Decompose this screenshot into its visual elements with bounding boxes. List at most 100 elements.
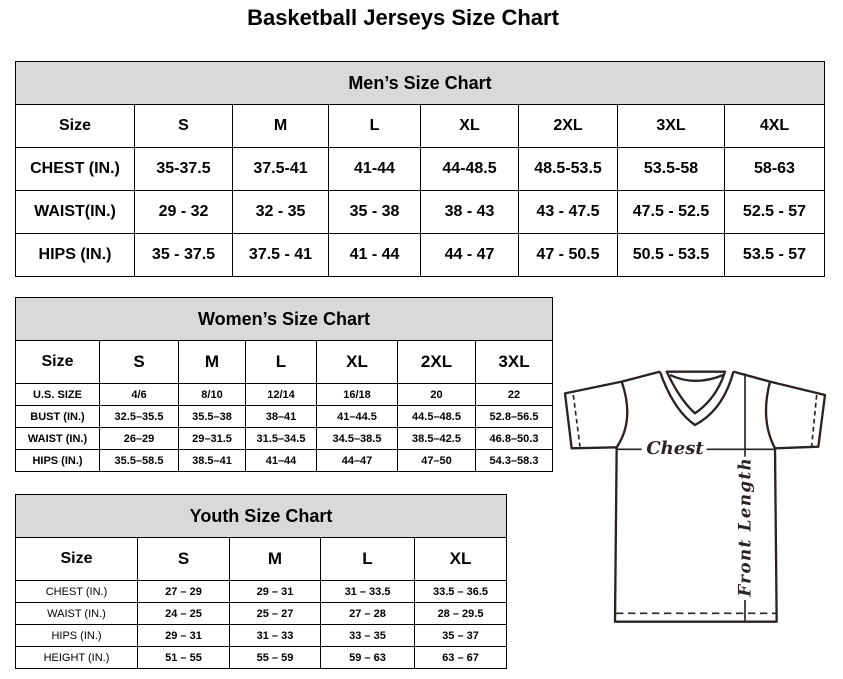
table-cell: 33 – 35 <box>320 624 415 647</box>
table-cell: 46.8–50.3 <box>474 427 554 450</box>
table-cell: 29 – 31 <box>229 580 321 603</box>
table-cell: 55 – 59 <box>229 646 321 669</box>
table-cell: 47–50 <box>397 449 476 472</box>
header-cell: Size <box>15 537 138 581</box>
table-cell: 37.5 - 41 <box>232 233 329 277</box>
table-cell: 38–41 <box>245 405 317 428</box>
table-cell: 12/14 <box>245 383 317 406</box>
table-cell: 52.8–56.5 <box>474 405 554 428</box>
header-cell: XL <box>316 340 398 384</box>
header-cell: M <box>229 537 321 581</box>
table-cell: 32.5–35.5 <box>99 405 179 428</box>
table-cell: 41–44 <box>245 449 317 472</box>
table-cell: 41 - 44 <box>328 233 421 277</box>
table-cell: 44-48.5 <box>420 147 519 191</box>
table-cell: 44–47 <box>316 449 398 472</box>
table-row: BUST (IN.) 32.5–35.5 35.5–38 38–41 41–44.5 44… <box>15 405 554 428</box>
table-cell: 35.5–58.5 <box>99 449 179 472</box>
youth-size-table: Youth Size Chart Size S M L XL CHEST (IN.) 27 –… <box>14 494 508 669</box>
mens-size-table: Men’s Size Chart Size S M L XL 2XL 3XL 4XL CHEST … <box>15 61 825 277</box>
header-cell: L <box>328 104 421 148</box>
row-label: CHEST (IN.) <box>15 147 135 191</box>
table-cell: 48.5-53.5 <box>518 147 618 191</box>
row-label: WAIST(IN.) <box>15 190 135 234</box>
table-cell: 44.5–48.5 <box>397 405 476 428</box>
table-row: HIPS (IN.) 29 – 31 31 – 33 33 – 35 35 – 37 <box>15 624 508 647</box>
table-cell: 27 – 29 <box>137 580 230 603</box>
header-cell: Size <box>15 340 100 384</box>
table-cell: 41–44.5 <box>316 405 398 428</box>
table-cell: 59 – 63 <box>320 646 415 669</box>
header-cell: 3XL <box>474 340 554 384</box>
chest-label: Chest <box>646 438 704 459</box>
table-cell: 51 – 55 <box>137 646 230 669</box>
table-cell: 35 – 37 <box>413 624 508 647</box>
table-row: HIPS (IN.) 35 - 37.5 37.5 - 41 41 - 44 44 - … <box>15 233 825 277</box>
table-cell: 52.5 - 57 <box>724 190 825 234</box>
header-cell: S <box>134 104 233 148</box>
table-cell: 53.5-58 <box>617 147 725 191</box>
row-label: BUST (IN.) <box>15 405 100 428</box>
table-cell: 38.5–42.5 <box>397 427 476 450</box>
row-label: CHEST (IN.) <box>15 580 138 603</box>
row-label: WAIST (IN.) <box>15 602 138 625</box>
table-cell: 54.3–58.3 <box>474 449 554 472</box>
table-row: HIPS (IN.) 35.5–58.5 38.5–41 41–44 44–47 47–5… <box>15 449 554 472</box>
table-cell: 47 - 50.5 <box>518 233 618 277</box>
table-cell: 4/6 <box>99 383 179 406</box>
header-cell: 3XL <box>617 104 725 148</box>
table-cell: 37.5-41 <box>232 147 329 191</box>
table-cell: 32 - 35 <box>232 190 329 234</box>
table-cell: 43 - 47.5 <box>518 190 618 234</box>
table-cell: 31 – 33.5 <box>320 580 415 603</box>
table-caption: Youth Size Chart <box>14 494 508 538</box>
header-row: Size S M L XL 2XL 3XL <box>15 340 554 384</box>
header-cell: Size <box>15 104 135 148</box>
front-length-label: Front Length <box>735 458 755 597</box>
row-label: U.S. SIZE <box>15 383 100 406</box>
table-cell: 26–29 <box>99 427 179 450</box>
womens-size-table: Women’s Size Chart Size S M L XL 2XL 3XL U.S. SI… <box>14 297 554 472</box>
table-row: CHEST (IN.) 27 – 29 29 – 31 31 – 33.5 33.5 –… <box>15 580 508 603</box>
table-cell: 50.5 - 53.5 <box>617 233 725 277</box>
header-cell: 2XL <box>397 340 476 384</box>
table-cell: 29–31.5 <box>178 427 246 450</box>
table-cell: 27 – 28 <box>320 602 415 625</box>
table-cell: 33.5 – 36.5 <box>413 580 508 603</box>
table-cell: 16/18 <box>316 383 398 406</box>
row-label: HIPS (IN.) <box>15 624 138 647</box>
table-row: HEIGHT (IN.) 51 – 55 55 – 59 59 – 63 63 – 67 <box>15 646 508 669</box>
table-cell: 35 - 37.5 <box>134 233 233 277</box>
table-cell: 29 – 31 <box>137 624 230 647</box>
table-cell: 58-63 <box>724 147 825 191</box>
table-cell: 25 – 27 <box>229 602 321 625</box>
table-cell: 20 <box>397 383 476 406</box>
table-caption: Men’s Size Chart <box>15 61 825 105</box>
table-cell: 35.5–38 <box>178 405 246 428</box>
header-cell: 4XL <box>724 104 825 148</box>
table-cell: 28 – 29.5 <box>413 602 508 625</box>
header-row: Size S M L XL <box>15 537 508 581</box>
header-cell: 2XL <box>518 104 618 148</box>
table-row: CHEST (IN.) 35-37.5 37.5-41 41-44 44-48.5 48.… <box>15 147 825 191</box>
table-cell: 29 - 32 <box>134 190 233 234</box>
table-cell: 38 - 43 <box>420 190 519 234</box>
table-row: WAIST (IN.) 26–29 29–31.5 31.5–34.5 34.5–38.… <box>15 427 554 450</box>
header-cell: L <box>320 537 415 581</box>
table-cell: 24 – 25 <box>137 602 230 625</box>
header-cell: XL <box>420 104 519 148</box>
header-cell: M <box>178 340 246 384</box>
table-cell: 35 - 38 <box>328 190 421 234</box>
row-label: WAIST (IN.) <box>15 427 100 450</box>
table-cell: 41-44 <box>328 147 421 191</box>
row-label: HEIGHT (IN.) <box>15 646 138 669</box>
header-cell: XL <box>413 537 508 581</box>
table-cell: 47.5 - 52.5 <box>617 190 725 234</box>
header-cell: S <box>99 340 179 384</box>
table-cell: 34.5–38.5 <box>316 427 398 450</box>
header-row: Size S M L XL 2XL 3XL 4XL <box>15 104 825 148</box>
table-row: WAIST(IN.) 29 - 32 32 - 35 35 - 38 38 - 43 43… <box>15 190 825 234</box>
table-cell: 38.5–41 <box>178 449 246 472</box>
table-caption: Women’s Size Chart <box>14 297 554 341</box>
row-label: HIPS (IN.) <box>15 233 135 277</box>
